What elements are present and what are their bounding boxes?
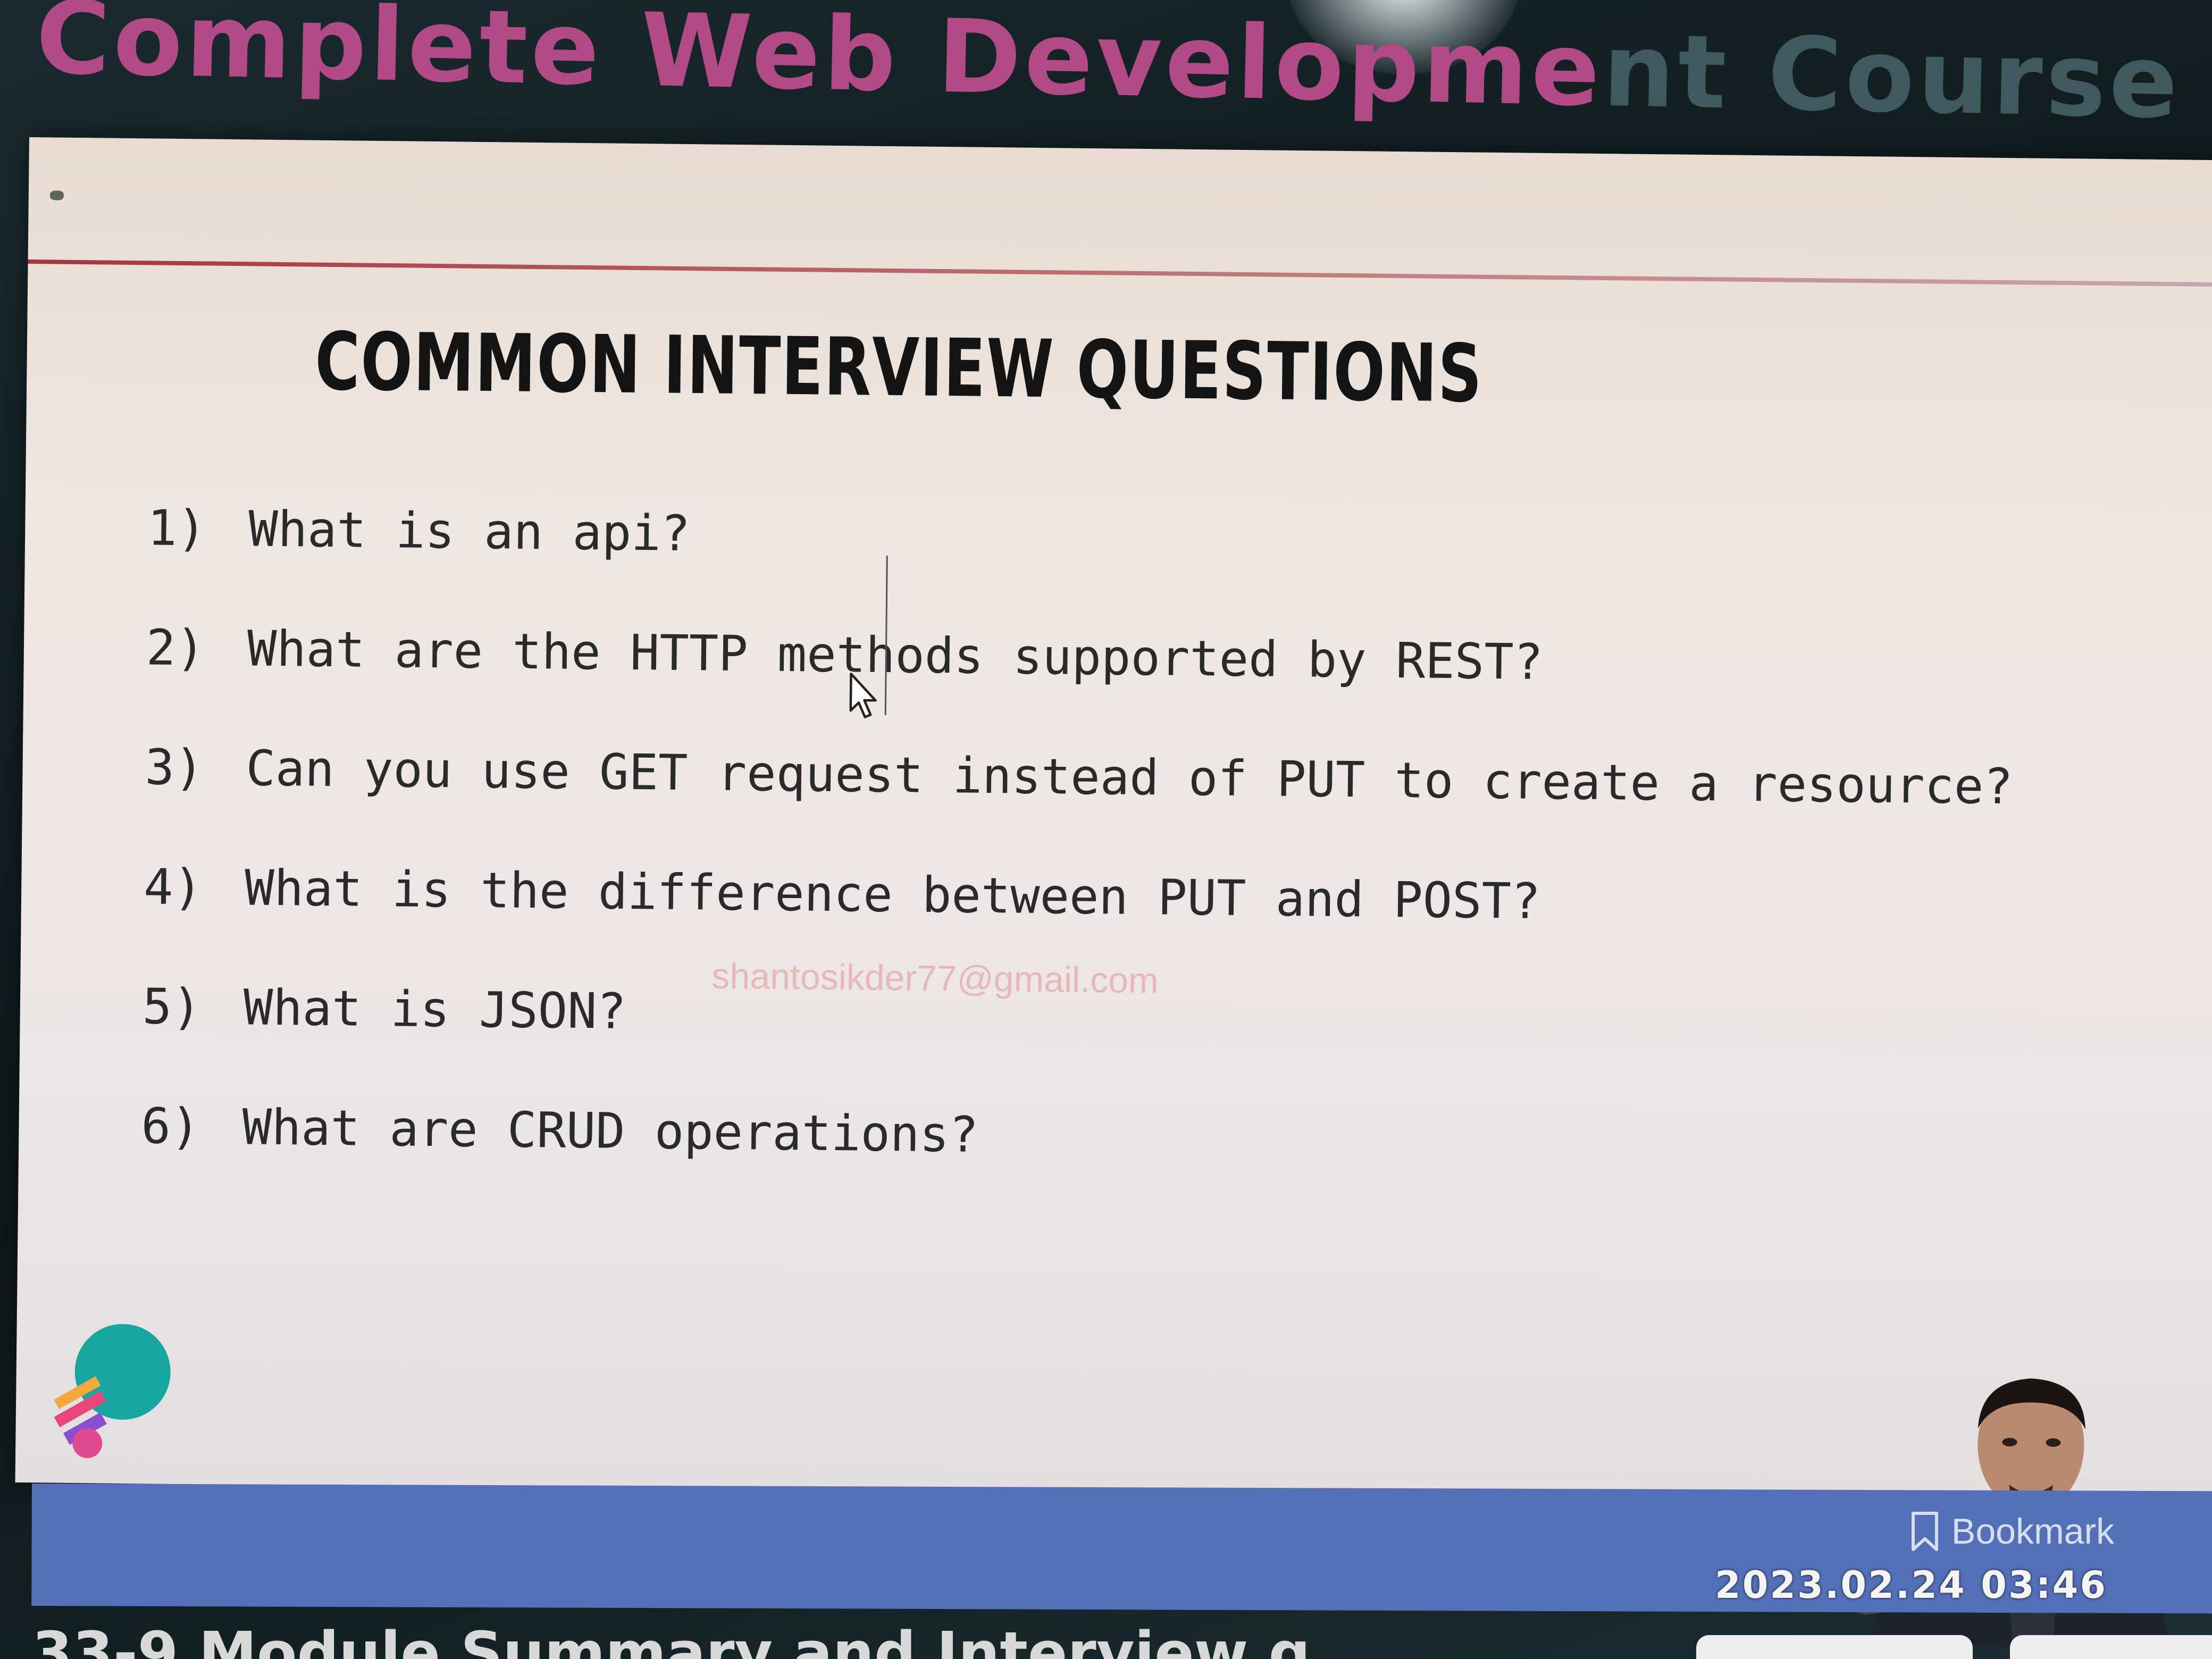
question-number: 4) [143,858,203,916]
question-text: What is JSON? [243,979,627,1040]
bookmark-button[interactable]: Bookmark [1909,1510,2114,1553]
question-number: 2) [146,619,206,677]
bottom-tab[interactable] [2010,1635,2212,1659]
question-text: Can you use GET request instead of PUT t… [246,740,2014,816]
slide-divider [28,259,2212,287]
course-title: Complete Web Development Course With Jha… [35,0,2212,154]
question-number: 1) [147,499,207,557]
bottom-tab[interactable] [1696,1635,1973,1659]
question-text: What are the HTTP methods supported by R… [247,620,1544,691]
question-list: 1) What is an api? 2) What are the HTTP … [140,468,2016,1205]
list-item: 2) What are the HTTP methods supported b… [146,588,2015,727]
slide-marker [49,190,64,200]
lesson-title[interactable]: 33-9 Module Summary and Interview q [32,1619,1311,1659]
list-item: 4) What is the difference between PUT an… [143,827,2012,966]
question-number: 6) [140,1097,200,1155]
brand-logo-icon [54,1323,171,1459]
mouse-cursor-icon [849,672,877,718]
email-watermark: shantosikder77@gmail.com [711,956,1159,1001]
slide-canvas: COMMON INTERVIEW QUESTIONS 1) What is an… [15,137,2212,1649]
slide-heading: COMMON INTERVIEW QUESTIONS [314,315,1484,421]
question-text: What is an api? [248,500,691,563]
photo-timestamp: 2023.02.24 03:46 [1715,1563,2108,1607]
question-text: What are CRUD operations? [241,1099,979,1163]
list-item: 1) What is an api? [147,468,2016,607]
list-item: 3) Can you use GET request instead of PU… [144,707,2013,847]
list-item: 6) What are CRUD operations? [140,1066,2009,1205]
bookmark-icon [1912,1512,1938,1551]
question-number: 5) [142,978,202,1036]
bookmark-label: Bookmark [1951,1511,2115,1552]
question-text: What is the difference between PUT and P… [244,859,1541,930]
question-number: 3) [145,739,204,797]
